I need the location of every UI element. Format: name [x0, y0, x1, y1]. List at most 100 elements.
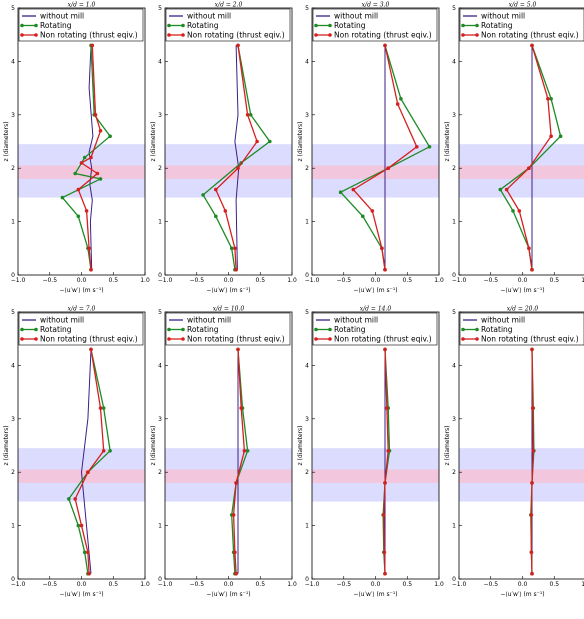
panel-1: −1.0 −0.5 0.0 0.5 1.0 0 1 2 3 4 5 x/d = 1.0 −⟨u′w′⟩ …: [3, 2, 150, 295]
y-tick-label: 5: [158, 309, 162, 316]
legend-marker: [34, 33, 38, 37]
data-point: [229, 246, 234, 251]
legend-marker: [34, 337, 38, 341]
x-axis-label: −⟨u′w′⟩ (m s⁻¹): [59, 591, 103, 598]
y-tick-label: 1: [11, 523, 15, 530]
legend-label: Non rotating (thrust eqiv.): [40, 335, 138, 344]
data-point: [383, 267, 387, 272]
y-tick-label: 0: [305, 576, 309, 583]
data-point: [90, 43, 95, 48]
line-rotating: [202, 45, 271, 270]
y-tick-label: 4: [11, 362, 15, 369]
x-axis-label: −⟨u′w′⟩ (m s⁻¹): [353, 591, 397, 598]
x-tick-label: 1.0: [434, 277, 444, 284]
y-tick-label: 4: [158, 362, 162, 369]
data-point: [395, 102, 400, 106]
legend-label: Non rotating (thrust eqiv.): [481, 335, 579, 344]
legend-label: without mill: [40, 12, 84, 21]
x-tick-label: −0.5: [483, 581, 498, 588]
legend-marker: [34, 23, 38, 28]
data-point: [380, 246, 384, 251]
data-point: [530, 267, 534, 272]
y-tick-label: 2: [452, 165, 456, 172]
y-tick-label: 0: [11, 272, 15, 279]
data-point: [95, 171, 100, 176]
axes-frame: [458, 311, 584, 580]
x-tick-label: −0.5: [189, 581, 204, 588]
x-tick-label: 1.0: [287, 277, 297, 284]
panel-title: x/d = 1.0: [68, 2, 96, 9]
legend-label: Rotating: [481, 325, 513, 334]
line-non-rotating: [77, 45, 102, 270]
line-rotating: [61, 45, 111, 270]
panel-title: x/d = 20.0: [507, 306, 539, 313]
line-non-rotating: [74, 349, 105, 574]
line-without-mill: [88, 45, 94, 270]
legend-marker: [461, 33, 465, 37]
legend-label: Non rotating (thrust eqiv.): [334, 31, 432, 40]
data-point: [76, 523, 81, 528]
data-point: [108, 134, 112, 138]
legend-marker: [314, 23, 318, 28]
data-point: [415, 145, 419, 149]
data-point: [231, 513, 236, 517]
x-tick-label: 1.0: [140, 581, 150, 588]
y-axis-label: z (diameters): [3, 425, 10, 465]
y-axis-label: z (diameters): [150, 425, 157, 465]
data-point: [530, 571, 534, 576]
x-tick-label: 0.0: [224, 277, 234, 284]
legend-label: without mill: [187, 316, 231, 325]
data-point: [504, 187, 509, 192]
y-tick-label: 4: [452, 58, 456, 65]
y-tick-label: 1: [305, 219, 309, 226]
x-tick-label: −1.0: [11, 277, 26, 284]
y-tick-label: 1: [11, 219, 15, 226]
data-point: [84, 209, 89, 213]
y-tick-label: 0: [11, 576, 15, 583]
data-point: [386, 449, 391, 453]
data-point: [98, 129, 103, 133]
legend-marker: [167, 23, 171, 28]
x-tick-label: 0.5: [255, 581, 265, 588]
y-tick-label: 2: [158, 469, 162, 476]
legend-label: without mill: [334, 316, 378, 325]
y-tick-label: 2: [305, 165, 309, 172]
legend-marker: [314, 33, 318, 37]
data-point: [558, 134, 563, 138]
data-point: [529, 550, 534, 555]
data-point: [382, 550, 387, 555]
legend-label: Rotating: [187, 325, 219, 334]
x-tick-label: 1.0: [140, 277, 150, 284]
data-point: [248, 113, 253, 117]
x-tick-label: 0.5: [108, 277, 118, 284]
x-tick-label: −1.0: [11, 581, 26, 588]
legend-marker: [314, 327, 318, 332]
data-point: [214, 214, 218, 219]
y-tick-label: 3: [11, 112, 15, 119]
line-without-mill: [80, 349, 92, 574]
x-tick-label: 0.0: [224, 581, 234, 588]
x-tick-label: −1.0: [452, 277, 467, 284]
y-tick-label: 5: [305, 5, 309, 12]
x-tick-label: 0.0: [371, 581, 381, 588]
x-tick-label: −1.0: [305, 277, 320, 284]
legend-marker: [181, 33, 185, 37]
panel-6: −1.0 −0.5 0.0 0.5 1.0 0 1 2 3 4 5 x/d = 10.0 −⟨u′w′⟩…: [150, 306, 297, 599]
y-tick-label: 0: [452, 576, 456, 583]
legend-label: Rotating: [481, 21, 513, 30]
data-point: [370, 209, 375, 213]
axes-frame: [17, 7, 146, 276]
legend-marker: [461, 23, 465, 28]
y-tick-label: 5: [11, 309, 15, 316]
legend-box: [165, 8, 291, 42]
line-non-rotating: [215, 45, 258, 270]
legend-marker: [461, 327, 465, 332]
data-point: [530, 481, 534, 485]
panel-4: −1.0 −0.5 0.0 0.5 1.0 0 1 2 3 4 5 x/d = 5.0 −⟨u′w′⟩ …: [444, 2, 584, 294]
legend-marker: [20, 327, 24, 332]
hub-band: [459, 469, 584, 483]
legend-label: without mill: [481, 316, 525, 325]
data-point: [530, 43, 534, 48]
